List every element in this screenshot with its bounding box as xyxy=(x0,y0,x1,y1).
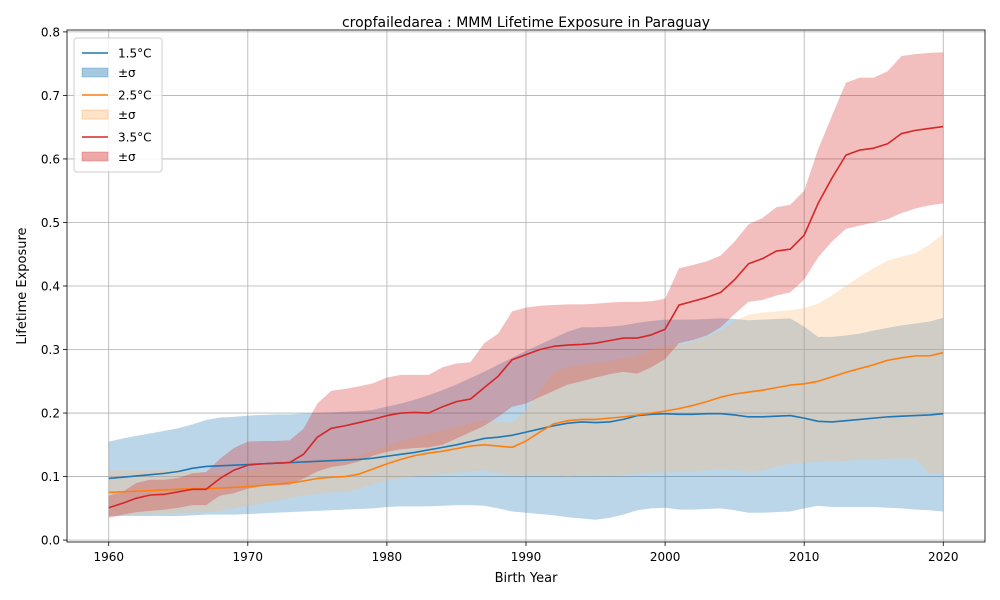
y-tick-label: 0.4 xyxy=(41,280,60,294)
line-35c xyxy=(108,125,944,509)
line-25c xyxy=(108,351,944,494)
x-axis-label: Birth Year xyxy=(495,571,559,586)
y-tick-label: 0.2 xyxy=(41,407,60,421)
band-35c xyxy=(108,52,944,518)
error-bands xyxy=(108,52,944,520)
x-tick-label: 1970 xyxy=(233,550,264,564)
legend-frame xyxy=(73,37,163,173)
y-tick-label: 0.7 xyxy=(41,89,60,103)
x-tick-label: 1990 xyxy=(511,550,542,564)
series-lines xyxy=(108,125,944,509)
chart-title: cropfailedarea : MMM Lifetime Exposure i… xyxy=(342,15,710,31)
legend-band-label-35c: ±σ xyxy=(118,150,136,164)
legend-band-label-25c: ±σ xyxy=(118,108,136,122)
x-tick-label: 1980 xyxy=(372,550,403,564)
legend-label-35c: 3.5°C xyxy=(118,131,151,145)
axis-ticks: 1960 1970 1980 1990 2000 2010 2020 0.0 0.1 0.2 0.3… xyxy=(41,25,959,564)
legend-label-25c: 2.5°C xyxy=(118,89,151,103)
legend: 1.5°C ±σ 2.5°C ±σ 3.5°C ±σ xyxy=(73,37,163,173)
y-tick-label: 0.1 xyxy=(41,470,60,484)
band-15c xyxy=(108,317,944,520)
y-axis-label: Lifetime Exposure xyxy=(15,227,30,344)
legend-band-swatch-35c xyxy=(81,151,109,162)
legend-band-swatch-15c xyxy=(81,67,109,78)
y-tick-label: 0.0 xyxy=(41,534,60,548)
y-tick-label: 0.8 xyxy=(41,25,60,39)
y-tick-label: 0.5 xyxy=(41,216,60,230)
legend-band-label-15c: ±σ xyxy=(118,66,136,80)
y-tick-label: 0.3 xyxy=(41,343,60,357)
legend-band-swatch-25c xyxy=(81,109,109,120)
band-25c xyxy=(108,233,944,515)
x-tick-label: 2010 xyxy=(789,550,820,564)
x-tick-label: 2000 xyxy=(650,550,681,564)
x-tick-label: 1960 xyxy=(93,550,124,564)
x-tick-label: 2020 xyxy=(928,550,959,564)
legend-label-15c: 1.5°C xyxy=(118,47,151,61)
grid xyxy=(67,30,985,542)
y-tick-label: 0.6 xyxy=(41,152,60,166)
